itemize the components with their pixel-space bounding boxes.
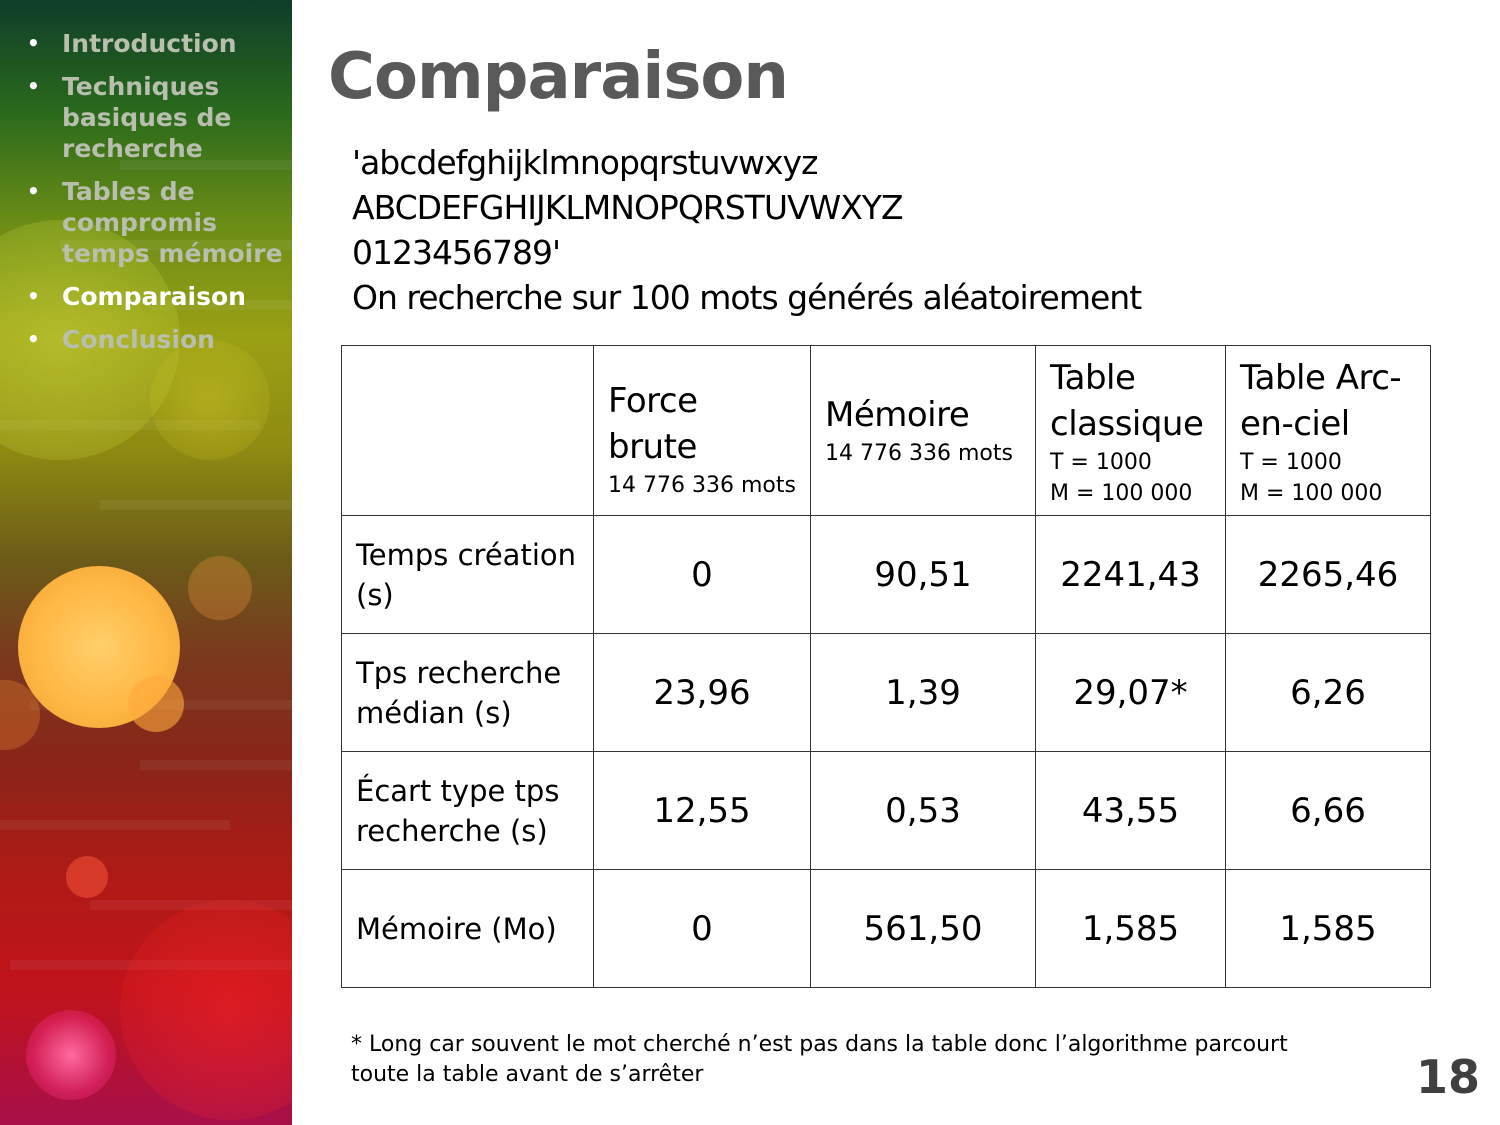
- table-cell: 0: [593, 515, 811, 634]
- table-cell: 0,53: [810, 751, 1036, 870]
- table-cell: 6,66: [1225, 751, 1431, 870]
- table-corner-cell: [341, 345, 594, 516]
- column-subtitle: [608, 501, 796, 509]
- column-title: Table Arc-en-ciel: [1240, 358, 1402, 444]
- table-header-row: Force brute 14 776 336 mots Mémoire 14 7…: [341, 345, 1431, 516]
- intro-line: On recherche sur 100 mots générés aléato…: [352, 278, 1142, 317]
- table-cell: 1,585: [1225, 869, 1431, 988]
- column-header-table-classique: Table classique T = 1000 M = 100 000: [1035, 345, 1226, 516]
- intro-line: 0123456789': [352, 233, 561, 272]
- bullet-icon: •: [27, 74, 40, 98]
- outline-item-comparaison[interactable]: • Comparaison: [27, 282, 246, 311]
- table-cell: 29,07*: [1035, 633, 1226, 752]
- column-subtitle: M = 100 000: [1240, 481, 1383, 506]
- intro-text: 'abcdefghijklmnopqrstuvwxyz ABCDEFGHIJKL…: [352, 140, 1142, 320]
- column-subtitle: 14 776 336 mots: [608, 473, 796, 498]
- slide-title: Comparaison: [328, 40, 789, 114]
- intro-line: ABCDEFGHIJKLMNOPQRSTUVWXYZ: [352, 188, 904, 227]
- sidebar-panel: • Introduction • Techniques basiques de re…: [0, 0, 292, 1125]
- table-cell: 1,39: [810, 633, 1036, 752]
- table-cell: 561,50: [810, 869, 1036, 988]
- table-cell: 90,51: [810, 515, 1036, 634]
- table-cell: 43,55: [1035, 751, 1226, 870]
- comparison-table: Force brute 14 776 336 mots Mémoire 14 7…: [341, 345, 1431, 988]
- column-header-table-arc-en-ciel: Table Arc-en-ciel T = 1000 M = 100 000: [1225, 345, 1431, 516]
- footnote: * Long car souvent le mot cherché n’est …: [351, 1032, 1288, 1087]
- column-header-force-brute: Force brute 14 776 336 mots: [593, 345, 811, 516]
- table-cell: 0: [593, 869, 811, 988]
- outline-item-tables[interactable]: • Tables de compromis temps mémoire: [27, 177, 283, 268]
- bullet-icon: •: [27, 179, 40, 203]
- column-title: Mémoire: [825, 395, 970, 435]
- row-label: Mémoire (Mo): [341, 869, 594, 988]
- column-subtitle: 14 776 336 mots: [825, 441, 1013, 466]
- table-row: Tps recherche médian (s) 23,96 1,39 29,0…: [341, 633, 1431, 752]
- row-label: Temps création (s): [341, 515, 594, 634]
- outline-item-techniques[interactable]: • Techniques basiques de recherche: [27, 72, 232, 163]
- table-row: Temps création (s) 0 90,51 2241,43 2265,…: [341, 515, 1431, 634]
- table-cell: 1,585: [1035, 869, 1226, 988]
- table-cell: 2265,46: [1225, 515, 1431, 634]
- column-header-memoire: Mémoire 14 776 336 mots: [810, 345, 1036, 516]
- bullet-icon: •: [27, 327, 40, 351]
- column-title: Table classique: [1050, 358, 1204, 444]
- column-subtitle: M = 100 000: [1050, 481, 1193, 506]
- column-subtitle: T = 1000: [1050, 450, 1152, 475]
- table-row: Écart type tps recherche (s) 12,55 0,53 …: [341, 751, 1431, 870]
- slide-outline: • Introduction • Techniques basiques de re…: [24, 28, 286, 367]
- bullet-icon: •: [27, 284, 40, 308]
- page-number: 18: [1415, 1050, 1480, 1104]
- table-cell: 2241,43: [1035, 515, 1226, 634]
- row-label: Écart type tps recherche (s): [341, 751, 594, 870]
- table-cell: 23,96: [593, 633, 811, 752]
- column-subtitle: T = 1000: [1240, 450, 1342, 475]
- table-cell: 12,55: [593, 751, 811, 870]
- row-label: Tps recherche médian (s): [341, 633, 594, 752]
- bullet-icon: •: [27, 31, 40, 55]
- column-title: Force brute: [608, 381, 698, 467]
- table-cell: 6,26: [1225, 633, 1431, 752]
- outline-item-introduction[interactable]: • Introduction: [27, 29, 237, 58]
- table-row: Mémoire (Mo) 0 561,50 1,585 1,585: [341, 869, 1431, 988]
- outline-item-conclusion[interactable]: • Conclusion: [27, 325, 215, 354]
- intro-line: 'abcdefghijklmnopqrstuvwxyz: [352, 143, 818, 182]
